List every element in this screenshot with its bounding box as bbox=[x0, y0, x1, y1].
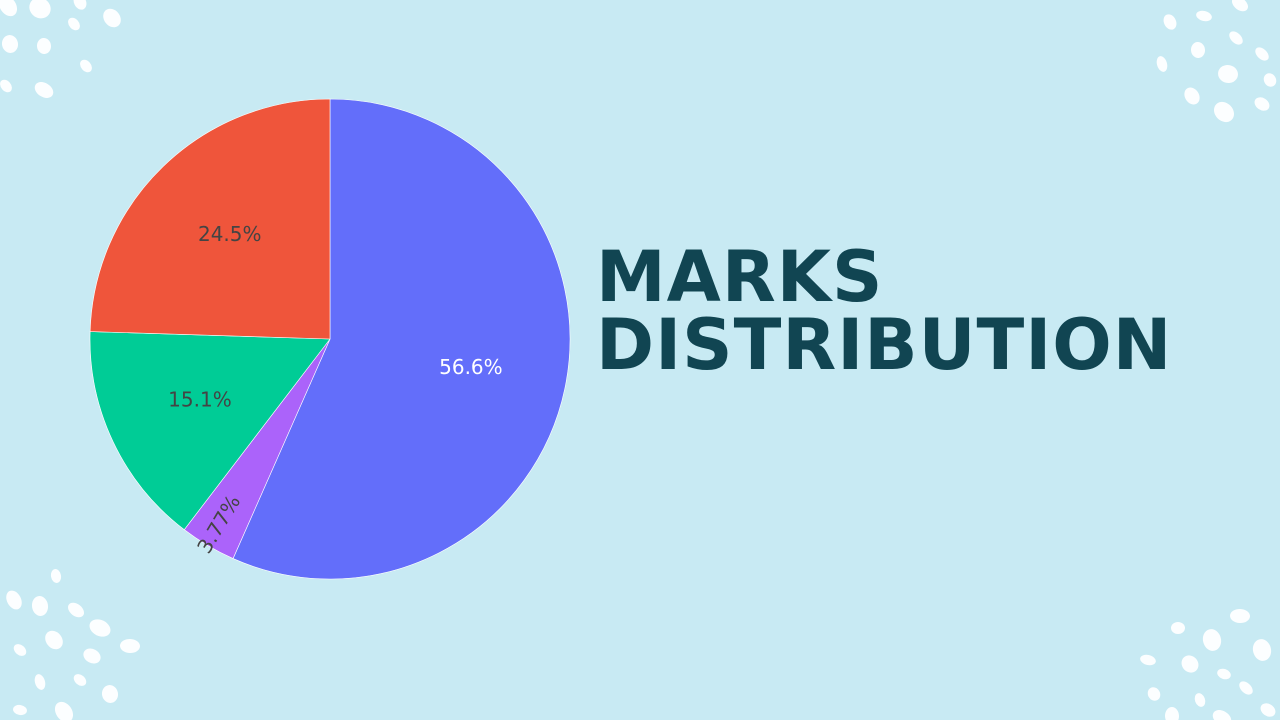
decor-dot-27 bbox=[13, 644, 27, 656]
decor-dot-14 bbox=[1229, 31, 1243, 45]
decor-dot-42 bbox=[1217, 668, 1231, 680]
decor-dot-30 bbox=[120, 638, 140, 654]
decor-dot-16 bbox=[1156, 56, 1168, 72]
decor-dot-36 bbox=[1230, 608, 1250, 624]
decor-dot-33 bbox=[101, 685, 119, 703]
decor-dot-0 bbox=[0, 0, 18, 17]
slice-label-3: 24.5% bbox=[198, 222, 262, 246]
decor-dot-37 bbox=[1171, 622, 1185, 634]
decor-dot-7 bbox=[0, 79, 12, 93]
decor-dot-41 bbox=[1181, 655, 1199, 673]
decor-dot-17 bbox=[1218, 64, 1238, 84]
pie-slice-0 bbox=[232, 98, 571, 580]
decor-dot-22 bbox=[50, 569, 62, 583]
decor-dot-48 bbox=[1212, 710, 1232, 720]
pie-slice-2 bbox=[89, 331, 331, 531]
decor-dot-46 bbox=[1260, 703, 1276, 717]
decor-dot-21 bbox=[1263, 73, 1277, 87]
decor-dot-5 bbox=[36, 38, 52, 54]
decor-dot-24 bbox=[31, 596, 49, 616]
decor-dot-25 bbox=[68, 602, 84, 618]
pie-chart: 56.6%3.77%15.1%24.5% bbox=[89, 98, 571, 580]
decor-dot-9 bbox=[73, 0, 87, 10]
decor-dot-43 bbox=[1147, 687, 1161, 701]
decor-dot-31 bbox=[34, 674, 46, 690]
decor-dot-12 bbox=[1232, 0, 1248, 12]
title-line-1: MARKS bbox=[596, 236, 884, 318]
decor-dot-20 bbox=[1213, 101, 1235, 123]
decor-dot-3 bbox=[103, 8, 121, 28]
decor-dot-10 bbox=[1163, 14, 1177, 30]
decor-dot-35 bbox=[54, 701, 74, 720]
decor-dot-18 bbox=[1184, 87, 1200, 105]
decor-dot-15 bbox=[1255, 47, 1269, 61]
title-line-2: DISTRIBUTION bbox=[596, 304, 1173, 386]
decor-dot-23 bbox=[6, 590, 22, 610]
slice-label-0: 56.6% bbox=[439, 355, 503, 379]
decor-dot-39 bbox=[1252, 639, 1272, 661]
page-title: MARKS DISTRIBUTION bbox=[596, 236, 1173, 386]
slice-label-2: 15.1% bbox=[168, 387, 232, 411]
decor-dot-6 bbox=[80, 59, 92, 73]
pie-slice-3 bbox=[89, 98, 331, 340]
decor-dot-4 bbox=[1, 35, 19, 53]
decor-dot-26 bbox=[89, 619, 111, 637]
decor-dot-47 bbox=[1164, 707, 1180, 720]
decor-dot-38 bbox=[1202, 629, 1222, 651]
decor-dot-44 bbox=[1194, 693, 1206, 707]
decor-dot-8 bbox=[34, 82, 54, 98]
decor-dot-28 bbox=[45, 630, 63, 650]
decor-dot-1 bbox=[29, 0, 51, 19]
decor-dot-13 bbox=[1190, 42, 1206, 58]
decor-dot-45 bbox=[1239, 681, 1253, 695]
decor-dot-29 bbox=[83, 648, 101, 664]
decor-dot-19 bbox=[1254, 97, 1270, 111]
decor-dot-11 bbox=[1196, 10, 1212, 22]
decor-dot-2 bbox=[68, 17, 80, 31]
decor-dot-40 bbox=[1140, 654, 1156, 666]
decor-dot-34 bbox=[13, 704, 27, 716]
decor-dot-32 bbox=[73, 674, 87, 686]
